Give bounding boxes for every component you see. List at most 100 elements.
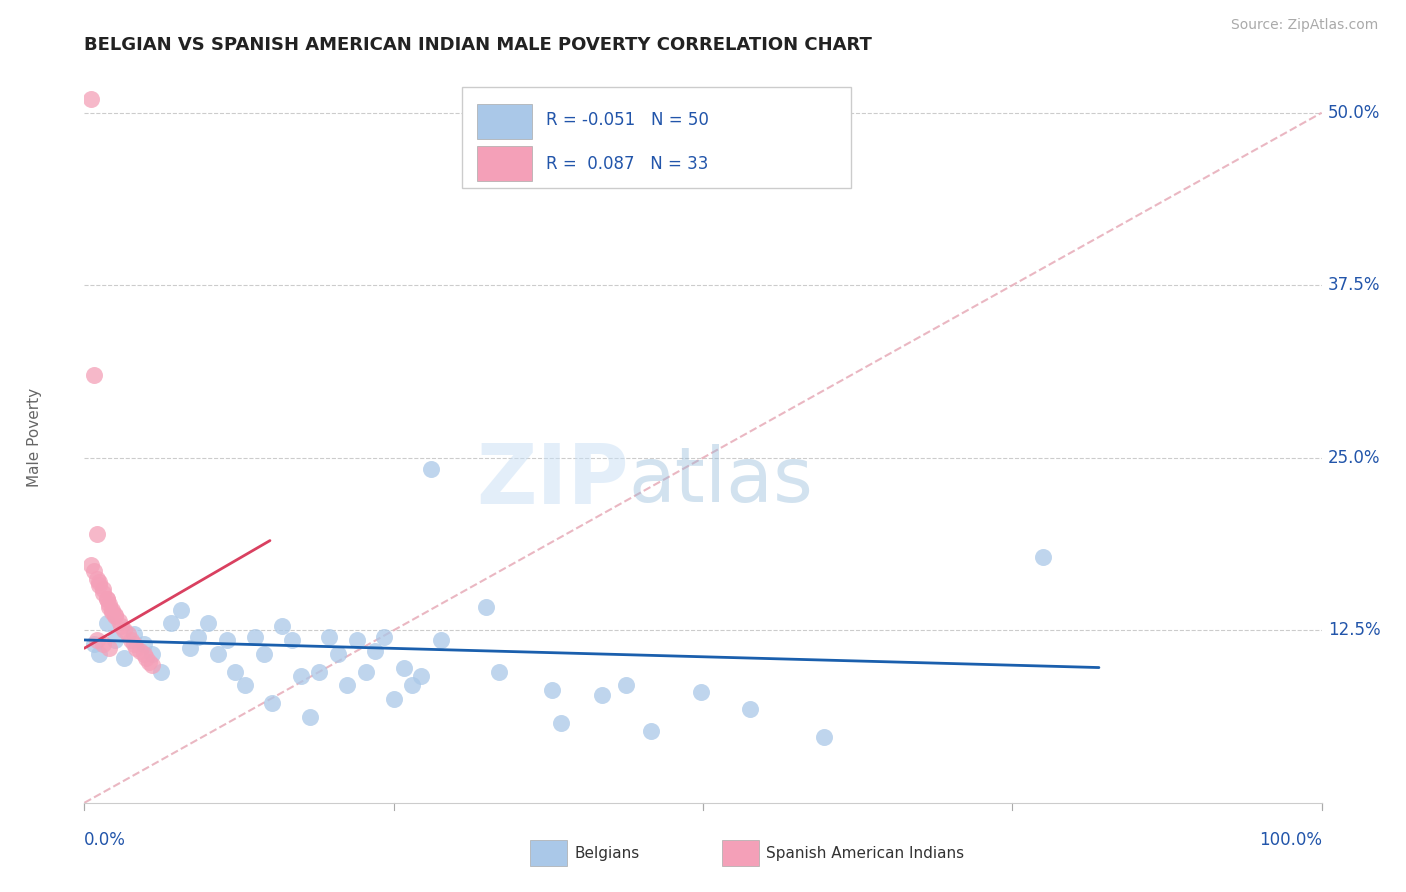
Point bbox=[290, 669, 312, 683]
Point bbox=[298, 710, 321, 724]
Point bbox=[392, 660, 415, 674]
Text: 50.0%: 50.0% bbox=[1327, 103, 1381, 122]
Point bbox=[112, 624, 135, 638]
Point bbox=[91, 586, 114, 600]
Point bbox=[89, 578, 111, 592]
Text: 37.5%: 37.5% bbox=[1327, 277, 1381, 294]
Point bbox=[129, 644, 152, 658]
Point bbox=[271, 619, 294, 633]
Text: 100.0%: 100.0% bbox=[1258, 830, 1322, 848]
Point bbox=[207, 647, 229, 661]
Point bbox=[233, 678, 256, 692]
Point bbox=[150, 665, 173, 679]
Point bbox=[160, 616, 183, 631]
Text: 12.5%: 12.5% bbox=[1327, 622, 1381, 640]
Point bbox=[197, 616, 219, 631]
Point bbox=[83, 637, 105, 651]
Point bbox=[346, 632, 368, 647]
Point bbox=[89, 647, 111, 661]
Point bbox=[86, 632, 108, 647]
Point bbox=[308, 665, 330, 679]
Bar bbox=[721, 840, 759, 866]
Point bbox=[79, 92, 101, 106]
Text: BELGIAN VS SPANISH AMERICAN INDIAN MALE POVERTY CORRELATION CHART: BELGIAN VS SPANISH AMERICAN INDIAN MALE … bbox=[84, 36, 872, 54]
Point bbox=[409, 669, 432, 683]
Point bbox=[591, 688, 613, 702]
Point bbox=[98, 597, 121, 611]
Point bbox=[738, 702, 761, 716]
Point bbox=[813, 730, 835, 744]
Point bbox=[326, 647, 349, 661]
Point bbox=[98, 641, 121, 656]
Point bbox=[243, 630, 266, 644]
Point bbox=[100, 602, 122, 616]
Point bbox=[91, 582, 114, 596]
Point bbox=[100, 605, 122, 619]
Point bbox=[96, 591, 118, 606]
Text: Belgians: Belgians bbox=[574, 846, 640, 861]
Text: Spanish American Indians: Spanish American Indians bbox=[766, 846, 965, 861]
Point bbox=[112, 651, 135, 665]
Text: 0.0%: 0.0% bbox=[84, 830, 127, 848]
Point bbox=[179, 641, 201, 656]
Point bbox=[104, 608, 127, 623]
Text: R =  0.087   N = 33: R = 0.087 N = 33 bbox=[546, 154, 709, 172]
Text: atlas: atlas bbox=[628, 444, 814, 518]
Text: Source: ZipAtlas.com: Source: ZipAtlas.com bbox=[1230, 18, 1378, 32]
Point bbox=[141, 647, 163, 661]
Point bbox=[135, 651, 157, 665]
Point bbox=[91, 637, 114, 651]
Point bbox=[382, 692, 405, 706]
Point bbox=[122, 637, 145, 651]
Point bbox=[122, 627, 145, 641]
Text: R = -0.051   N = 50: R = -0.051 N = 50 bbox=[546, 112, 709, 129]
Bar bbox=[477, 103, 533, 138]
Point bbox=[541, 682, 564, 697]
Point bbox=[429, 632, 451, 647]
Point bbox=[170, 602, 193, 616]
Text: Male Poverty: Male Poverty bbox=[27, 387, 42, 487]
Point bbox=[96, 591, 118, 606]
FancyBboxPatch shape bbox=[461, 87, 852, 188]
Point bbox=[336, 678, 359, 692]
Point bbox=[262, 697, 284, 711]
Point bbox=[132, 647, 155, 661]
Point bbox=[488, 665, 510, 679]
Point bbox=[640, 724, 662, 739]
Point bbox=[86, 526, 108, 541]
Point bbox=[89, 574, 111, 589]
Point bbox=[138, 655, 160, 669]
Point bbox=[253, 647, 276, 661]
Point bbox=[475, 599, 498, 614]
Point bbox=[281, 632, 304, 647]
Point bbox=[120, 632, 142, 647]
Point bbox=[373, 630, 395, 644]
Point bbox=[108, 614, 131, 628]
Point bbox=[356, 665, 378, 679]
Text: ZIP: ZIP bbox=[477, 441, 628, 522]
Point bbox=[104, 609, 127, 624]
Point bbox=[86, 572, 108, 586]
Point bbox=[96, 616, 118, 631]
Point bbox=[83, 368, 105, 382]
Point bbox=[318, 630, 340, 644]
Point bbox=[79, 558, 101, 573]
Point bbox=[83, 564, 105, 578]
Point bbox=[614, 678, 637, 692]
Point bbox=[401, 678, 423, 692]
Point bbox=[125, 641, 148, 656]
Point bbox=[689, 685, 711, 699]
Point bbox=[110, 619, 132, 633]
Point bbox=[104, 632, 127, 647]
Point bbox=[224, 665, 246, 679]
Text: 25.0%: 25.0% bbox=[1327, 449, 1381, 467]
Point bbox=[550, 715, 572, 730]
Point bbox=[364, 644, 387, 658]
Point bbox=[132, 637, 155, 651]
Point bbox=[419, 462, 441, 476]
Bar bbox=[530, 840, 567, 866]
Point bbox=[117, 627, 139, 641]
Point bbox=[141, 657, 163, 672]
Point bbox=[187, 630, 209, 644]
Point bbox=[98, 599, 121, 614]
